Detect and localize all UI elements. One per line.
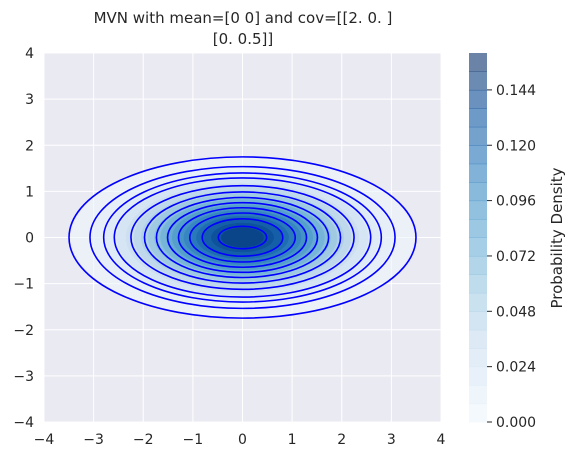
contour-line [188,212,297,263]
colorbar-tick-label: 0.000 [496,415,536,431]
density-fill-band [221,227,264,248]
colorbar-band [469,219,487,238]
colorbar-band [469,292,487,312]
contour-line [166,201,319,274]
x-tick-label: 1 [288,432,297,448]
colorbar-tick-label: 0.144 [496,83,536,99]
colorbar-band [469,329,487,349]
chart-title-line-2: [0. 0.5]] [213,30,274,48]
x-tick-label: −3 [83,432,104,448]
plot-area: −4 −3 −2 −1 0 1 2 3 4 −4 −3 −2 −1 0 1 2 3 4 [13,46,445,448]
colorbar-band [469,71,487,91]
colorbar-band [469,311,487,331]
y-tick-label: −1 [13,277,34,293]
contour-line [201,217,284,258]
colorbar-band [469,163,487,183]
x-tick-label: 3 [387,432,396,448]
colorbar-band [469,403,487,423]
y-tick-label: −4 [13,415,34,431]
x-tick-label: 0 [238,432,247,448]
colorbar-band [469,237,487,257]
colorbar-band [469,126,487,146]
colorbar-label: Probability Density [548,167,566,308]
colorbar-band [469,53,487,72]
contour-line [89,165,396,310]
colorbar-band [469,366,487,386]
colorbar-band [469,108,487,128]
colorbar-tick-label: 0.120 [496,138,536,154]
colorbar: 0.000 0.024 0.048 0.072 0.096 0.120 0.144 [469,53,536,431]
colorbar-tick-label: 0.072 [496,249,536,265]
colorbar-tick-label: 0.096 [496,194,536,210]
colorbar-band [469,182,487,202]
colorbar-tick-label: 0.024 [496,360,536,376]
contour-line [177,206,308,269]
x-tick-label: 4 [437,432,446,448]
x-tick-label: −2 [133,432,154,448]
contour-line [130,184,355,291]
y-tick-label: 2 [25,138,34,154]
contour-line [68,156,417,319]
y-tick-label: 1 [25,184,34,200]
colorbar-band [469,145,487,165]
y-tick-label: −2 [13,323,34,339]
chart-title-line-1: MVN with mean=[0 0] and cov=[[2. 0. ] [94,9,393,27]
x-tick-label: 2 [337,432,346,448]
contour-line [143,191,342,284]
y-tick-label: 3 [25,92,34,108]
y-tick-label: −3 [13,369,34,385]
y-tick-label: 4 [25,46,34,62]
colorbar-band [469,89,487,109]
colorbar-band [469,385,487,405]
colorbar-band [469,255,487,275]
colorbar-band [469,200,487,220]
contour-line [217,225,268,250]
x-tick-label: −1 [183,432,204,448]
contour-line [113,177,372,298]
colorbar-band [469,348,487,368]
contour-line [102,172,383,303]
x-tick-label: −4 [34,432,55,448]
colorbar-tick-label: 0.048 [496,304,536,320]
contour-line [155,196,330,279]
y-tick-label: 0 [25,231,34,247]
colorbar-band [469,274,487,294]
